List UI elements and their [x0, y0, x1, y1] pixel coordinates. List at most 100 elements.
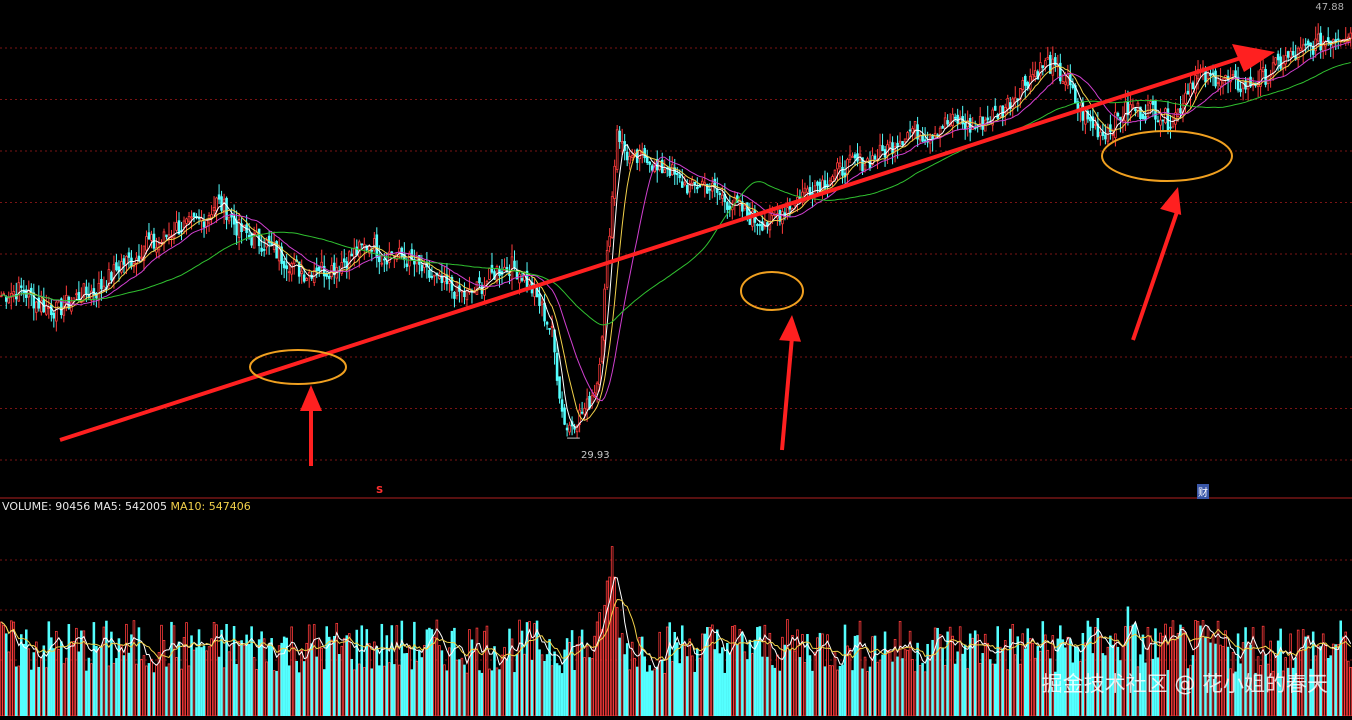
candle-body [90, 290, 93, 301]
volume-bar [195, 647, 198, 717]
volume-bar [808, 655, 812, 717]
volume-bar [393, 664, 396, 717]
volume-bar [993, 663, 997, 717]
volume-bar [743, 651, 747, 717]
volume-bar [598, 612, 601, 717]
candle-body [1261, 67, 1265, 73]
volume-bar [991, 663, 994, 717]
candle-body [260, 247, 263, 252]
volume-bar [182, 637, 186, 717]
candle-body [1104, 134, 1107, 140]
volume-bar [881, 654, 884, 717]
volume-bar [796, 629, 799, 717]
volume-bar [207, 646, 211, 717]
candle-body [806, 188, 809, 193]
volume-bar [696, 648, 699, 717]
volume-bar [685, 656, 689, 717]
volume-bar [270, 638, 273, 717]
candle-body [32, 292, 36, 309]
candle-body [250, 232, 253, 246]
volume-bar [375, 646, 379, 717]
candle-body [408, 252, 411, 267]
candle-body [20, 285, 23, 288]
candle-body [1179, 108, 1182, 114]
volume-bar [733, 625, 737, 717]
volume-bar [220, 629, 223, 717]
candle-body [963, 122, 967, 130]
candle-body [558, 376, 561, 399]
volume-bar [510, 638, 514, 717]
candle-body [941, 126, 944, 129]
price-axis-max-label: 47.88 [1315, 2, 1344, 13]
volume-bar [120, 645, 123, 717]
volume-bar [97, 649, 101, 717]
volume-bar [242, 645, 246, 717]
candle-body [1246, 77, 1250, 90]
candle-body [583, 407, 586, 415]
volume-bar [918, 665, 922, 717]
candle-body [756, 224, 759, 226]
candle-body [683, 182, 687, 186]
volume-bar [873, 635, 877, 717]
volume-bar [831, 665, 834, 717]
candle-body [943, 117, 947, 129]
volume-bar [618, 637, 621, 717]
candle-body [1216, 82, 1220, 85]
candle-body [848, 154, 852, 160]
candle-body [878, 144, 882, 157]
candle-body [906, 132, 909, 140]
volume-bar [731, 626, 734, 717]
volume-bar [62, 663, 66, 717]
volume-bar [35, 641, 38, 717]
candle-body [688, 182, 692, 193]
volume-bar [420, 657, 424, 717]
volume-bar [545, 654, 549, 717]
trend-line [59, 53, 1251, 442]
volume-bar [683, 642, 687, 717]
volume-bar [550, 665, 554, 717]
candle-body [1189, 82, 1192, 97]
volume-bar [595, 621, 599, 717]
candle-body [1219, 80, 1222, 87]
candle-body [1054, 57, 1057, 66]
candle-body [545, 321, 549, 325]
candle-body [678, 174, 682, 179]
candle-body [1001, 105, 1005, 118]
volume-bar [170, 621, 173, 717]
volume-bar [978, 662, 982, 717]
candle-body [903, 138, 907, 143]
volume-bar [726, 642, 729, 717]
volume-bar [588, 657, 591, 717]
candle-body [991, 109, 994, 126]
candle-body [1066, 73, 1070, 86]
volume-bar [17, 665, 21, 717]
candle-body [383, 258, 386, 261]
volume-bar [996, 626, 1000, 717]
candle-body [145, 236, 148, 251]
candle-body [831, 176, 834, 182]
volume-bar [811, 670, 814, 717]
candle-body [1114, 111, 1117, 139]
candle-body [37, 297, 41, 309]
volume-bar [836, 669, 839, 717]
volume-bar [320, 647, 324, 717]
candle-body [908, 129, 912, 132]
candle-body [1186, 90, 1190, 95]
candle-body [277, 248, 281, 262]
candle-body [165, 234, 168, 238]
volume-bar [1011, 624, 1015, 717]
volume-bar [395, 625, 399, 717]
candle-body [638, 149, 641, 160]
volume-bar [125, 623, 128, 717]
volume-bar [1344, 631, 1348, 717]
candle-body [618, 130, 621, 142]
volume-bar [668, 622, 672, 717]
volume-bar [868, 666, 872, 717]
candle-body [1139, 106, 1142, 120]
candle-body [1031, 74, 1035, 81]
ma10-line [1, 39, 1351, 421]
candle-body [615, 129, 619, 170]
candle-body [1349, 32, 1352, 39]
candle-body [1041, 65, 1045, 69]
